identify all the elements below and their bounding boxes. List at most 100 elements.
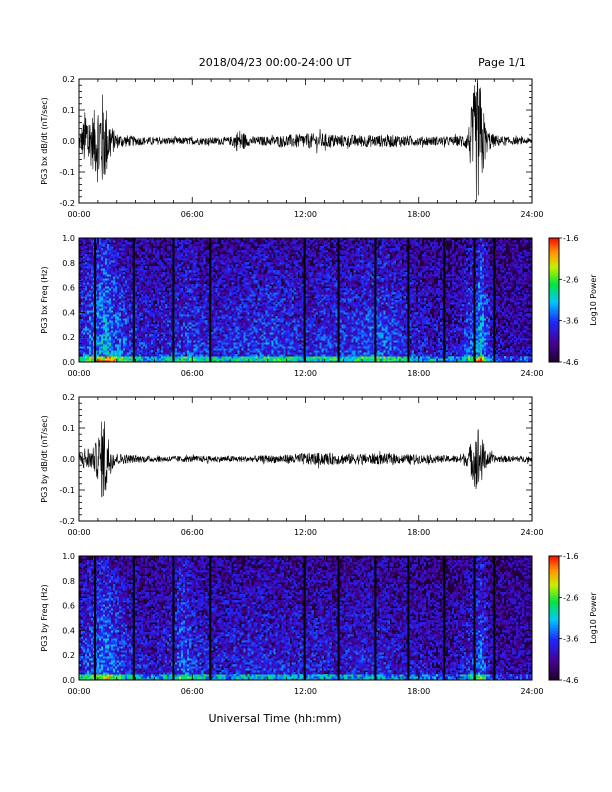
spectrogram-cell [193,358,196,361]
spectrogram-cell [215,312,218,315]
spectrogram-cell [115,358,118,361]
spectrogram-cell [181,328,184,331]
spectrogram-cell [149,282,152,285]
spectrogram-cell [115,306,118,309]
spectrogram-cell [149,260,152,263]
spectrogram-cell [95,286,98,289]
spectrogram-cell [79,308,82,311]
spectrogram-cell [87,360,90,363]
spectrogram-cell [197,318,200,321]
spectrogram-cell [185,318,188,321]
spectrogram-cell [255,318,258,321]
spectrogram-cell [85,358,88,361]
spectrogram-cell [171,354,174,357]
spectrogram-cell [109,288,112,291]
spectrogram-cell [119,272,122,275]
spectrogram-cell [259,324,262,327]
spectrogram-cell [137,260,140,263]
spectrogram-cell [241,252,244,255]
spectrogram-cell [201,286,204,289]
spectrogram-cell [81,270,84,273]
spectrogram-cell [123,316,126,319]
spectrogram-cell [247,254,250,257]
spectrogram-cell [83,350,86,353]
spectrogram-cell [123,258,126,261]
spectrogram-cell [203,308,206,311]
spectrogram-cell [197,310,200,313]
spectrogram-cell [235,350,238,353]
spectrogram-cell [237,272,240,275]
spectrogram-cell [85,344,88,347]
spectrogram-cell [215,242,218,245]
spectrogram-cell [227,260,230,263]
spectrogram-cell [129,338,132,341]
spectrogram-cell [263,302,266,305]
spectrogram-cell [79,326,82,329]
spectrogram-cell [207,354,210,357]
spectrogram-cell [195,296,198,299]
spectrogram-cell [83,306,86,309]
spectrogram-cell [83,250,86,253]
spectrogram-cell [145,256,148,259]
spectrogram-cell [129,262,132,265]
spectrogram-cell [105,320,108,323]
spectrogram-cell [121,278,124,281]
spectrogram-cell [197,284,200,287]
spectrogram-cell [135,312,138,315]
spectrogram-cell [207,252,210,255]
spectrogram-cell [81,244,84,247]
spectrogram-cell [213,246,216,249]
spectrogram-cell [161,332,164,335]
spectrogram-cell [247,350,250,353]
spectrogram-cell [169,342,172,345]
spectrogram-cell [239,360,242,363]
spectrogram-cell [89,268,92,271]
spectrogram-cell [85,322,88,325]
spectrogram-cell [217,256,220,259]
spectrogram-cell [153,320,156,323]
spectrogram-cell [263,354,266,357]
spectrogram-cell [119,244,122,247]
spectrogram-cell [197,314,200,317]
spectrogram-cell [231,282,234,285]
spectrogram-cell [165,318,168,321]
spectrogram-cell [263,320,266,323]
spectrogram-cell [197,342,200,345]
spectrogram-cell [161,286,164,289]
spectrogram-cell [111,250,114,253]
spectrogram-cell [103,276,106,279]
spectrogram-cell [105,298,108,301]
spectrogram-cell [259,358,262,361]
spectrogram-cell [137,350,140,353]
spectrogram-cell [207,336,210,339]
spectrogram-cell [87,338,90,341]
spectrogram-cell [213,252,216,255]
spectrogram-cell [249,354,252,357]
spectrogram-cell [111,244,114,247]
spectrogram-cell [243,260,246,263]
spectrogram-cell [175,352,178,355]
spectrogram-cell [261,292,264,295]
spectrogram-cell [101,286,104,289]
spectrogram-cell [161,312,164,315]
spectrogram-cell [245,310,248,313]
spectrogram-cell [157,324,160,327]
spectrogram-cell [183,284,186,287]
spectrogram-cell [125,360,128,363]
spectrogram-cell [193,254,196,257]
spectrogram-cell [263,326,266,329]
spectrogram-cell [91,238,94,241]
spectrogram-cell [239,246,242,249]
spectrogram-cell [221,274,224,277]
spectrogram-cell [239,346,242,349]
spectrogram-cell [211,326,214,329]
spectrogram-cell [113,306,116,309]
spectrogram-cell [239,326,242,329]
spectrogram-cell [187,350,190,353]
spectrogram-cell [97,282,100,285]
spectrogram-cell [199,338,202,341]
spectrogram-cell [103,278,106,281]
spectrogram-cell [89,250,92,253]
spectrogram-cell [113,296,116,299]
spectrogram-cell [87,298,90,301]
